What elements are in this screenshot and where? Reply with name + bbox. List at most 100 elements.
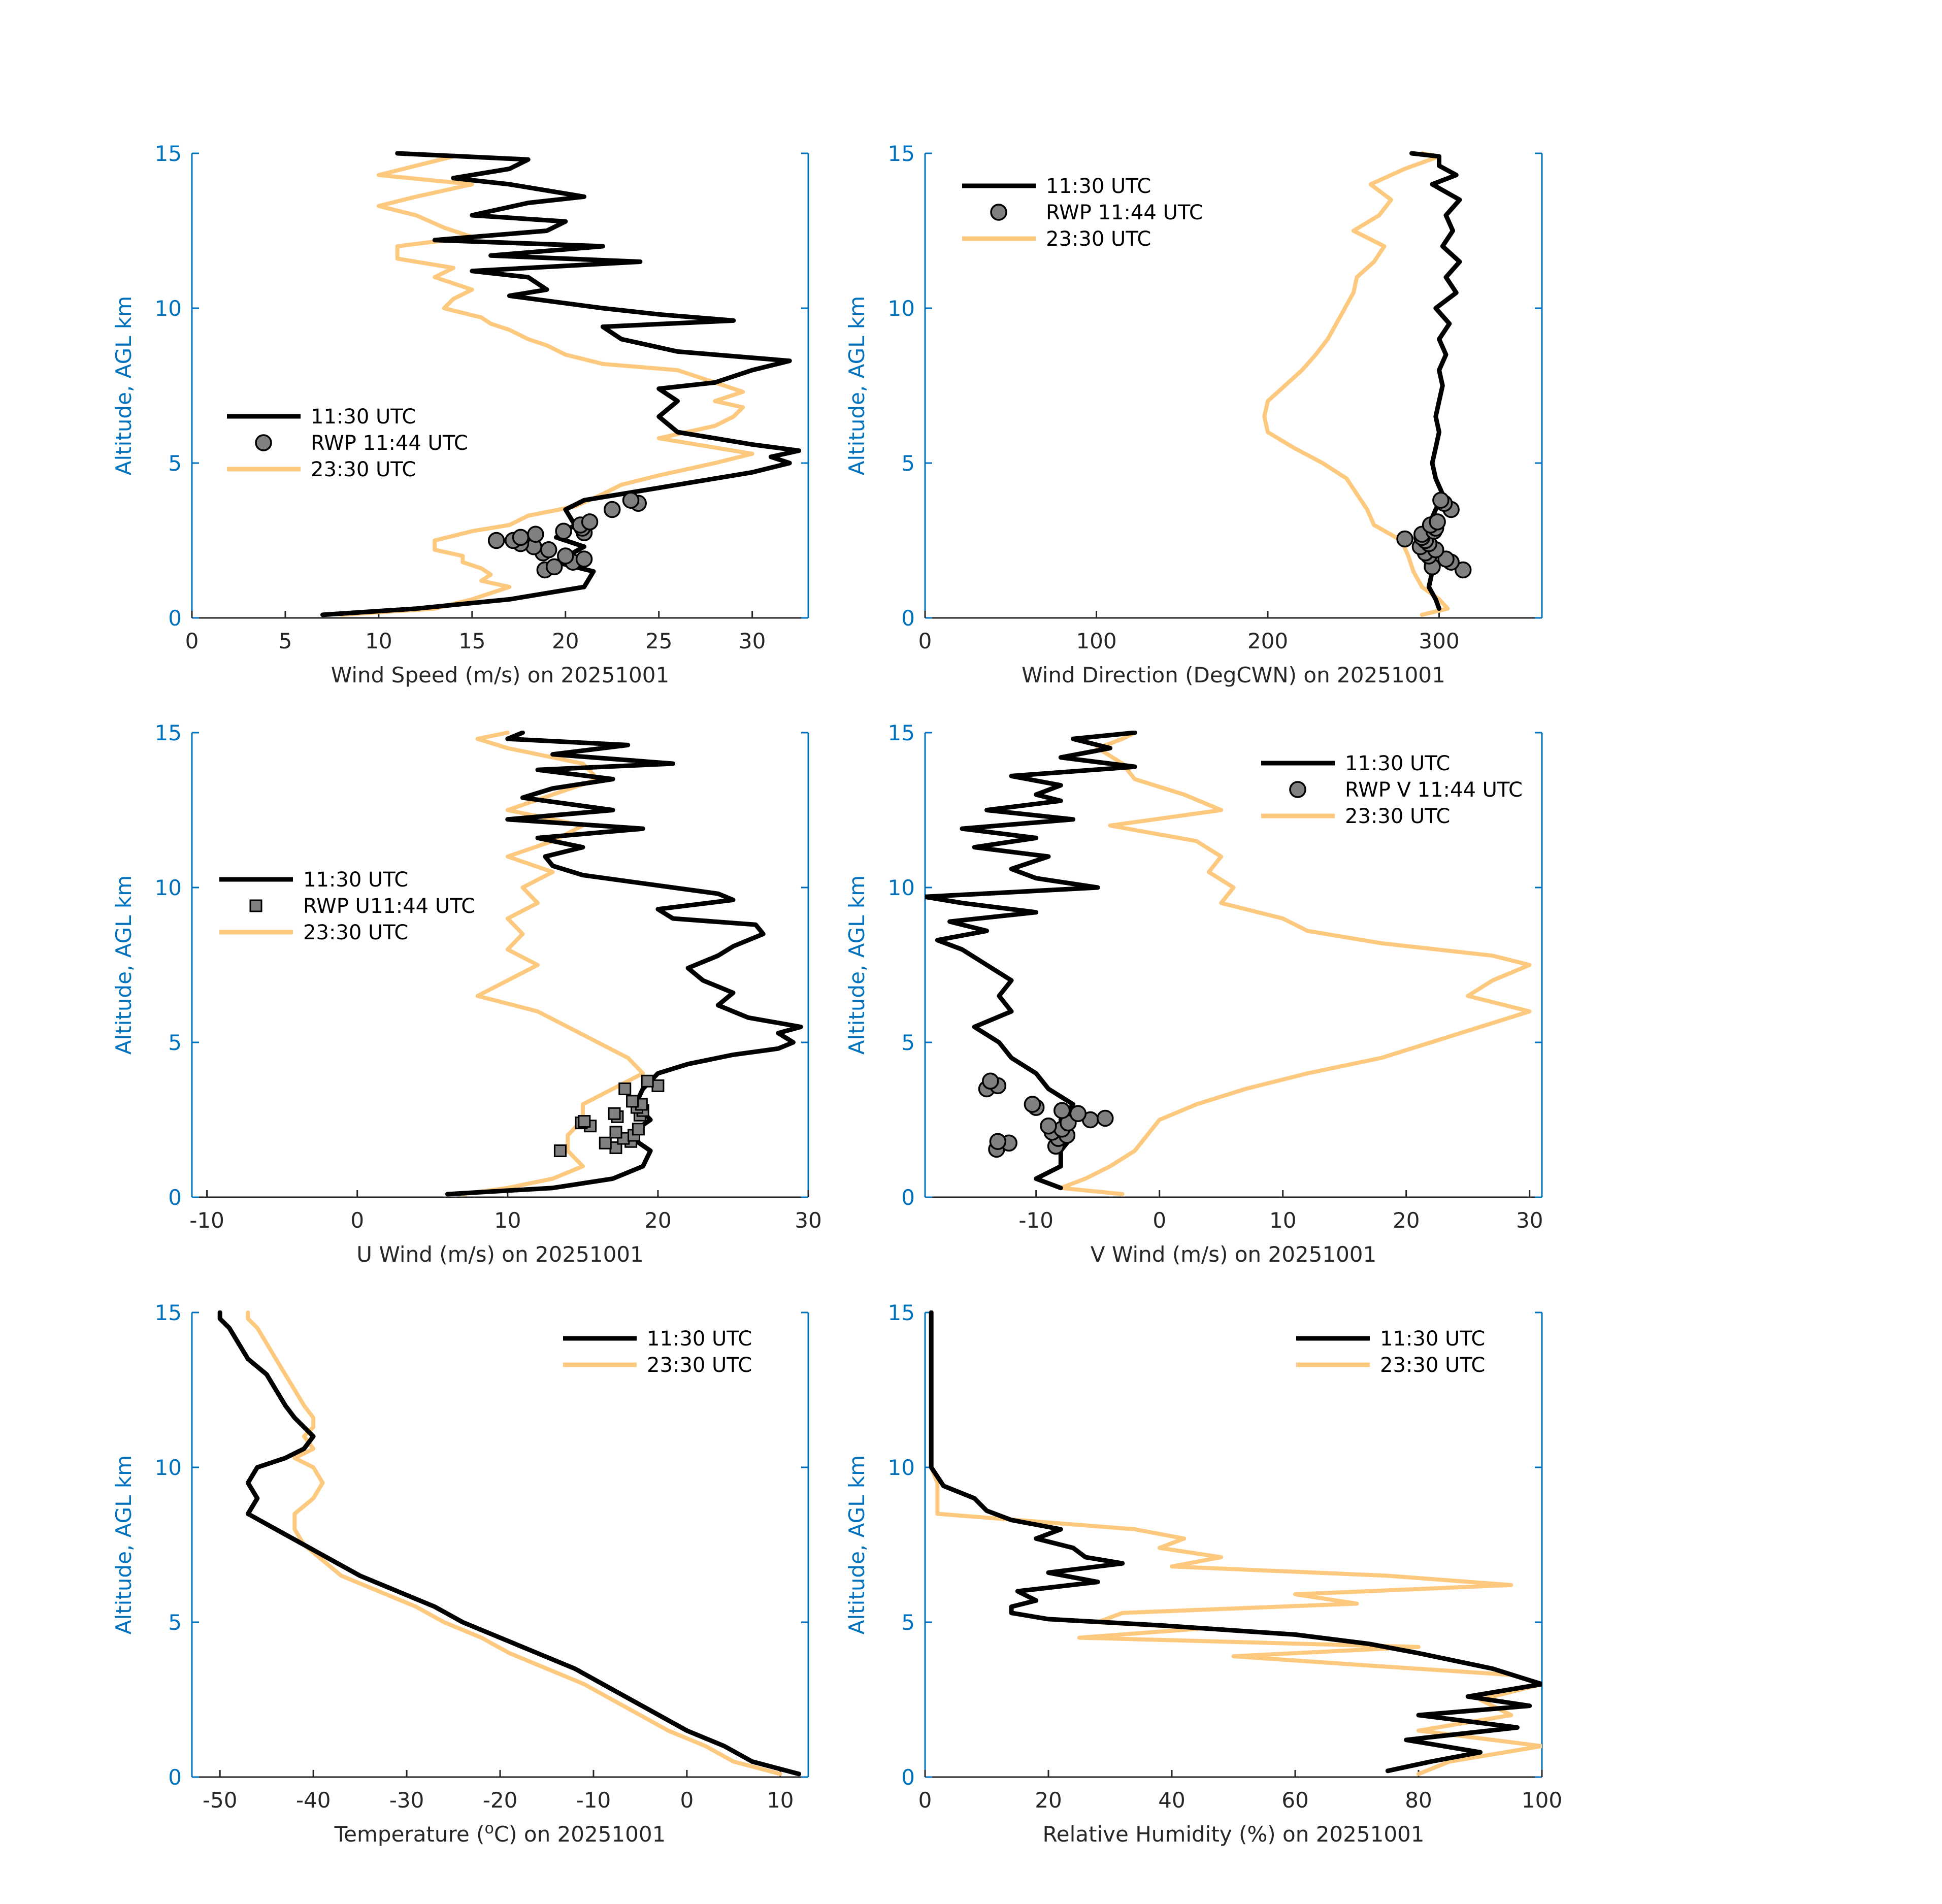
x-tick-label: 30 [795, 1208, 821, 1233]
rwp-marker [626, 1095, 639, 1108]
panel-wind-direction: 0 5 10 15 0 100 200 300 Wind Direction (DegCWN) … [844, 141, 1543, 687]
rwp-marker [575, 550, 593, 568]
rwp-marker [578, 1115, 591, 1128]
x-axis-label: Wind Speed (m/s) on 20251001 [331, 663, 669, 687]
series-line-1130utc [217, 1310, 802, 1777]
legend: 11:30 UTC 23:30 UTC [1296, 1327, 1485, 1377]
x-tick-label: 300 [1419, 629, 1459, 653]
y-tick-label: 5 [168, 1610, 182, 1635]
plot-area [445, 731, 803, 1197]
x-tick-label: 0 [185, 629, 199, 653]
x-axis-label: V Wind (m/s) on 20251001 [1091, 1242, 1377, 1267]
x-tick-label: 60 [1281, 1788, 1308, 1813]
series-line-2330utc [246, 1310, 782, 1776]
x-tick-label: 80 [1405, 1788, 1432, 1813]
y-tick-label: 10 [155, 875, 182, 900]
legend: 11:30 UTC RWP 11:44 UTC 23:30 UTC [227, 405, 468, 481]
rwp-marker [641, 1074, 654, 1088]
rwp-marker [1396, 530, 1413, 548]
rwp-marker [512, 529, 530, 546]
legend-entry-label: 23:30 UTC [647, 1354, 752, 1377]
x-tick-label: 15 [458, 629, 485, 653]
rwp-marker [982, 1072, 999, 1090]
y-axis-label: Altitude, AGL km [111, 875, 136, 1055]
y-axis-label: Altitude, AGL km [844, 875, 869, 1055]
rwp-marker [555, 522, 572, 540]
rwp-marker [1024, 1096, 1041, 1113]
x-tick-label: 10 [365, 629, 392, 653]
x-tick-label: 0 [918, 1788, 932, 1813]
rwp-marker [540, 541, 557, 559]
panel-temperature: 0 5 10 15 -50 -40 -30 -20 -10 0 10 Temperature (oC)… [111, 1300, 809, 1847]
series-line-2330utc [1059, 731, 1532, 1196]
x-tick-label: 0 [918, 629, 932, 653]
rwp-marker [1053, 1102, 1071, 1119]
y-tick-label: 10 [888, 296, 915, 321]
x-tick-label: 10 [767, 1788, 794, 1813]
legend: 11:30 UTC RWP U11:44 UTC 23:30 UTC [219, 868, 475, 944]
x-tick-label: 0 [350, 1208, 364, 1233]
x-tick-label: 10 [1269, 1208, 1296, 1233]
rwp-marker [1040, 1117, 1057, 1135]
x-tick-label: 100 [1076, 629, 1116, 653]
plot-area [929, 1310, 1542, 1776]
x-tick-label: -10 [576, 1788, 611, 1813]
y-tick-label: 0 [168, 1185, 182, 1210]
legend-entry-label: 11:30 UTC [1380, 1327, 1485, 1351]
x-tick-label: 20 [552, 629, 579, 653]
rwp-marker [553, 1144, 567, 1157]
y-tick-label: 10 [155, 296, 182, 321]
rwp-marker [557, 547, 574, 565]
y-tick-label: 5 [168, 451, 182, 476]
y-tick-label: 0 [168, 1765, 182, 1790]
y-tick-label: 5 [901, 1610, 915, 1635]
rwp-marker [651, 1079, 665, 1092]
rwp-marker [608, 1107, 621, 1120]
x-tick-label: -20 [483, 1788, 518, 1813]
rwp-marker [527, 526, 544, 543]
x-tick-label: 40 [1158, 1788, 1185, 1813]
rwp-marker [487, 532, 505, 549]
series-line-1130utc [445, 731, 803, 1197]
rwp-marker [632, 1123, 645, 1136]
legend-marker-swatch [255, 434, 272, 451]
x-tick-label: -40 [296, 1788, 331, 1813]
x-tick-label: 20 [1393, 1208, 1420, 1233]
x-axis-label-superscript: o [484, 1820, 493, 1837]
x-tick-label: 0 [680, 1788, 694, 1813]
x-tick-label: 200 [1247, 629, 1288, 653]
legend-entry-label: 23:30 UTC [303, 921, 408, 944]
x-tick-label: 5 [279, 629, 292, 653]
legend-entry-label: 11:30 UTC [1345, 752, 1450, 775]
legend-entry-label: RWP 11:44 UTC [311, 432, 468, 455]
x-axis-label-part: C) on 20251001 [494, 1822, 666, 1847]
x-axis-label-part: Temperature ( [334, 1822, 485, 1847]
y-tick-label: 15 [155, 1300, 182, 1325]
y-tick-label: 0 [901, 606, 915, 631]
plot-area [320, 151, 802, 617]
legend-entry-label: RWP 11:44 UTC [1046, 201, 1203, 224]
y-tick-label: 5 [901, 1030, 915, 1055]
x-tick-label: -50 [203, 1788, 238, 1813]
y-tick-label: 5 [901, 451, 915, 476]
rwp-marker [1455, 561, 1472, 579]
panel-v-wind: 0 5 10 15 -10 0 10 20 30 V Wind (m/s) on 20251001… [844, 720, 1543, 1267]
x-axis-label: Temperature (oC) on 20251001 [334, 1820, 666, 1847]
x-tick-label: 20 [1035, 1788, 1062, 1813]
y-axis-label: Altitude, AGL km [111, 1455, 136, 1634]
legend-marker-swatch [249, 899, 262, 912]
y-tick-label: 15 [155, 141, 182, 166]
legend: 11:30 UTC RWP 11:44 UTC 23:30 UTC [962, 175, 1203, 251]
rwp-marker [603, 501, 621, 518]
plot-area [1262, 151, 1472, 617]
y-tick-label: 15 [888, 141, 915, 166]
y-tick-label: 0 [901, 1765, 915, 1790]
rwp-marker [1432, 491, 1450, 509]
legend-entry-label: 11:30 UTC [647, 1327, 752, 1351]
x-tick-label: 0 [1153, 1208, 1166, 1233]
legend-entry-label: 11:30 UTC [311, 405, 416, 429]
x-tick-label: 100 [1522, 1788, 1562, 1813]
y-tick-label: 15 [155, 720, 182, 745]
y-tick-label: 15 [888, 720, 915, 745]
